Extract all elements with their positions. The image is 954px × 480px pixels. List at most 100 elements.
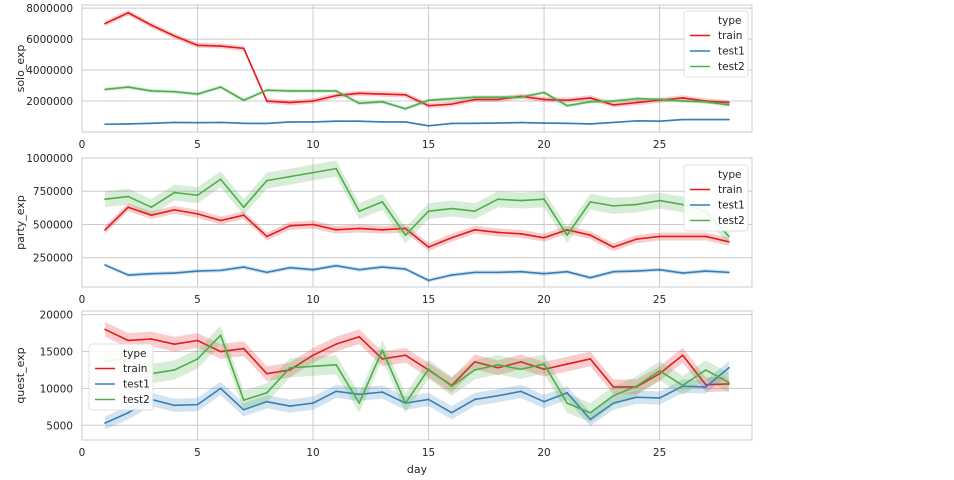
legend-label-train: train — [718, 30, 742, 42]
data-point-test1 — [196, 270, 199, 272]
data-point-test2 — [196, 358, 199, 360]
data-point-test1 — [450, 122, 453, 125]
data-point-test2 — [173, 191, 176, 194]
data-point-train — [150, 24, 153, 27]
data-point-test1 — [381, 391, 384, 393]
ci-band-test1 — [105, 361, 729, 430]
data-point-test2 — [727, 235, 730, 238]
data-point-train — [196, 212, 199, 215]
data-point-train — [335, 228, 338, 231]
data-point-test2 — [265, 89, 268, 92]
data-point-train — [404, 354, 407, 357]
series-line-test2 — [105, 167, 730, 238]
x-tick-label: 5 — [194, 294, 201, 306]
data-point-train — [127, 206, 130, 209]
legend-box — [88, 343, 154, 411]
x-axis-label: day — [407, 463, 428, 476]
data-point-test2 — [543, 363, 545, 365]
data-point-test2 — [289, 90, 291, 92]
data-point-test2 — [242, 99, 245, 102]
data-point-test1 — [612, 121, 615, 124]
data-point-test1 — [265, 271, 268, 274]
series-line-test1 — [104, 367, 730, 424]
data-point-test1 — [335, 120, 338, 123]
series-line-test2 — [105, 86, 730, 110]
data-point-test1 — [127, 274, 130, 276]
data-point-test1 — [150, 272, 153, 275]
data-point-train — [566, 99, 569, 102]
data-point-test2 — [150, 206, 153, 209]
data-point-test2 — [612, 100, 615, 102]
data-point-train — [127, 11, 130, 14]
legend-label-train: train — [718, 184, 742, 196]
data-point-test2 — [681, 100, 684, 102]
legend-box — [683, 164, 749, 232]
data-point-train — [612, 386, 615, 388]
data-point-test1 — [196, 403, 199, 406]
legend: type train test1 test2 — [683, 10, 749, 78]
y-tick-label: 15000 — [40, 347, 73, 359]
y-tick-label: 5000 — [46, 420, 73, 432]
y-tick-label: 1000000 — [26, 153, 73, 165]
plot-frame — [81, 310, 753, 441]
data-point-test2 — [219, 178, 222, 181]
ci-band-train — [105, 10, 729, 109]
y-axis-label: quest_exp — [14, 347, 27, 403]
data-point-test1 — [404, 121, 407, 123]
legend-title: type — [718, 15, 741, 27]
data-point-test2 — [473, 369, 476, 371]
data-point-test1 — [704, 386, 707, 388]
data-point-test1 — [543, 272, 545, 275]
data-point-test1 — [289, 266, 291, 269]
data-point-train — [727, 101, 730, 104]
legend: type train test1 test2 — [683, 164, 749, 232]
data-point-test2 — [658, 199, 661, 202]
x-tick-label: 10 — [306, 447, 319, 459]
data-point-test2 — [658, 369, 661, 372]
legend-title: type — [718, 169, 741, 181]
data-point-test1 — [104, 123, 107, 126]
data-point-test2 — [196, 194, 199, 197]
data-point-test1 — [589, 123, 592, 125]
data-point-test1 — [312, 268, 314, 271]
data-point-train — [289, 224, 291, 227]
data-point-test1 — [727, 118, 730, 121]
data-point-train — [681, 235, 684, 238]
x-tick-label: 25 — [653, 294, 666, 306]
data-point-test2 — [335, 167, 338, 170]
y-tick-label: 250000 — [33, 253, 73, 265]
data-point-test1 — [289, 405, 291, 407]
data-point-test1 — [289, 121, 291, 123]
y-tick-label: 6000000 — [26, 34, 73, 46]
data-point-test1 — [104, 422, 107, 424]
data-point-train — [219, 350, 222, 353]
data-point-test2 — [381, 200, 384, 203]
data-point-test2 — [335, 90, 338, 92]
data-point-test1 — [727, 271, 730, 274]
data-point-test1 — [312, 121, 314, 123]
data-point-test1 — [566, 391, 569, 394]
series-line-test2 — [105, 334, 730, 414]
data-point-test2 — [335, 363, 338, 366]
data-point-train — [404, 227, 407, 230]
data-point-test1 — [635, 119, 638, 122]
data-point-test1 — [543, 122, 545, 124]
data-point-train — [496, 366, 499, 369]
legend-label-test2: test2 — [718, 215, 745, 227]
data-point-test2 — [727, 103, 730, 106]
data-point-train — [566, 363, 569, 365]
data-point-train — [242, 47, 245, 50]
data-point-test1 — [566, 122, 569, 125]
data-point-test2 — [496, 363, 499, 366]
data-point-test2 — [219, 334, 222, 337]
data-point-test2 — [196, 93, 199, 95]
data-point-train — [543, 368, 545, 371]
data-point-test2 — [566, 104, 569, 107]
data-point-test2 — [450, 385, 453, 388]
data-point-train — [312, 223, 314, 226]
data-point-test1 — [635, 396, 638, 399]
data-point-test2 — [612, 394, 615, 397]
data-point-test1 — [173, 272, 176, 274]
x-tick-label: 0 — [79, 294, 86, 306]
